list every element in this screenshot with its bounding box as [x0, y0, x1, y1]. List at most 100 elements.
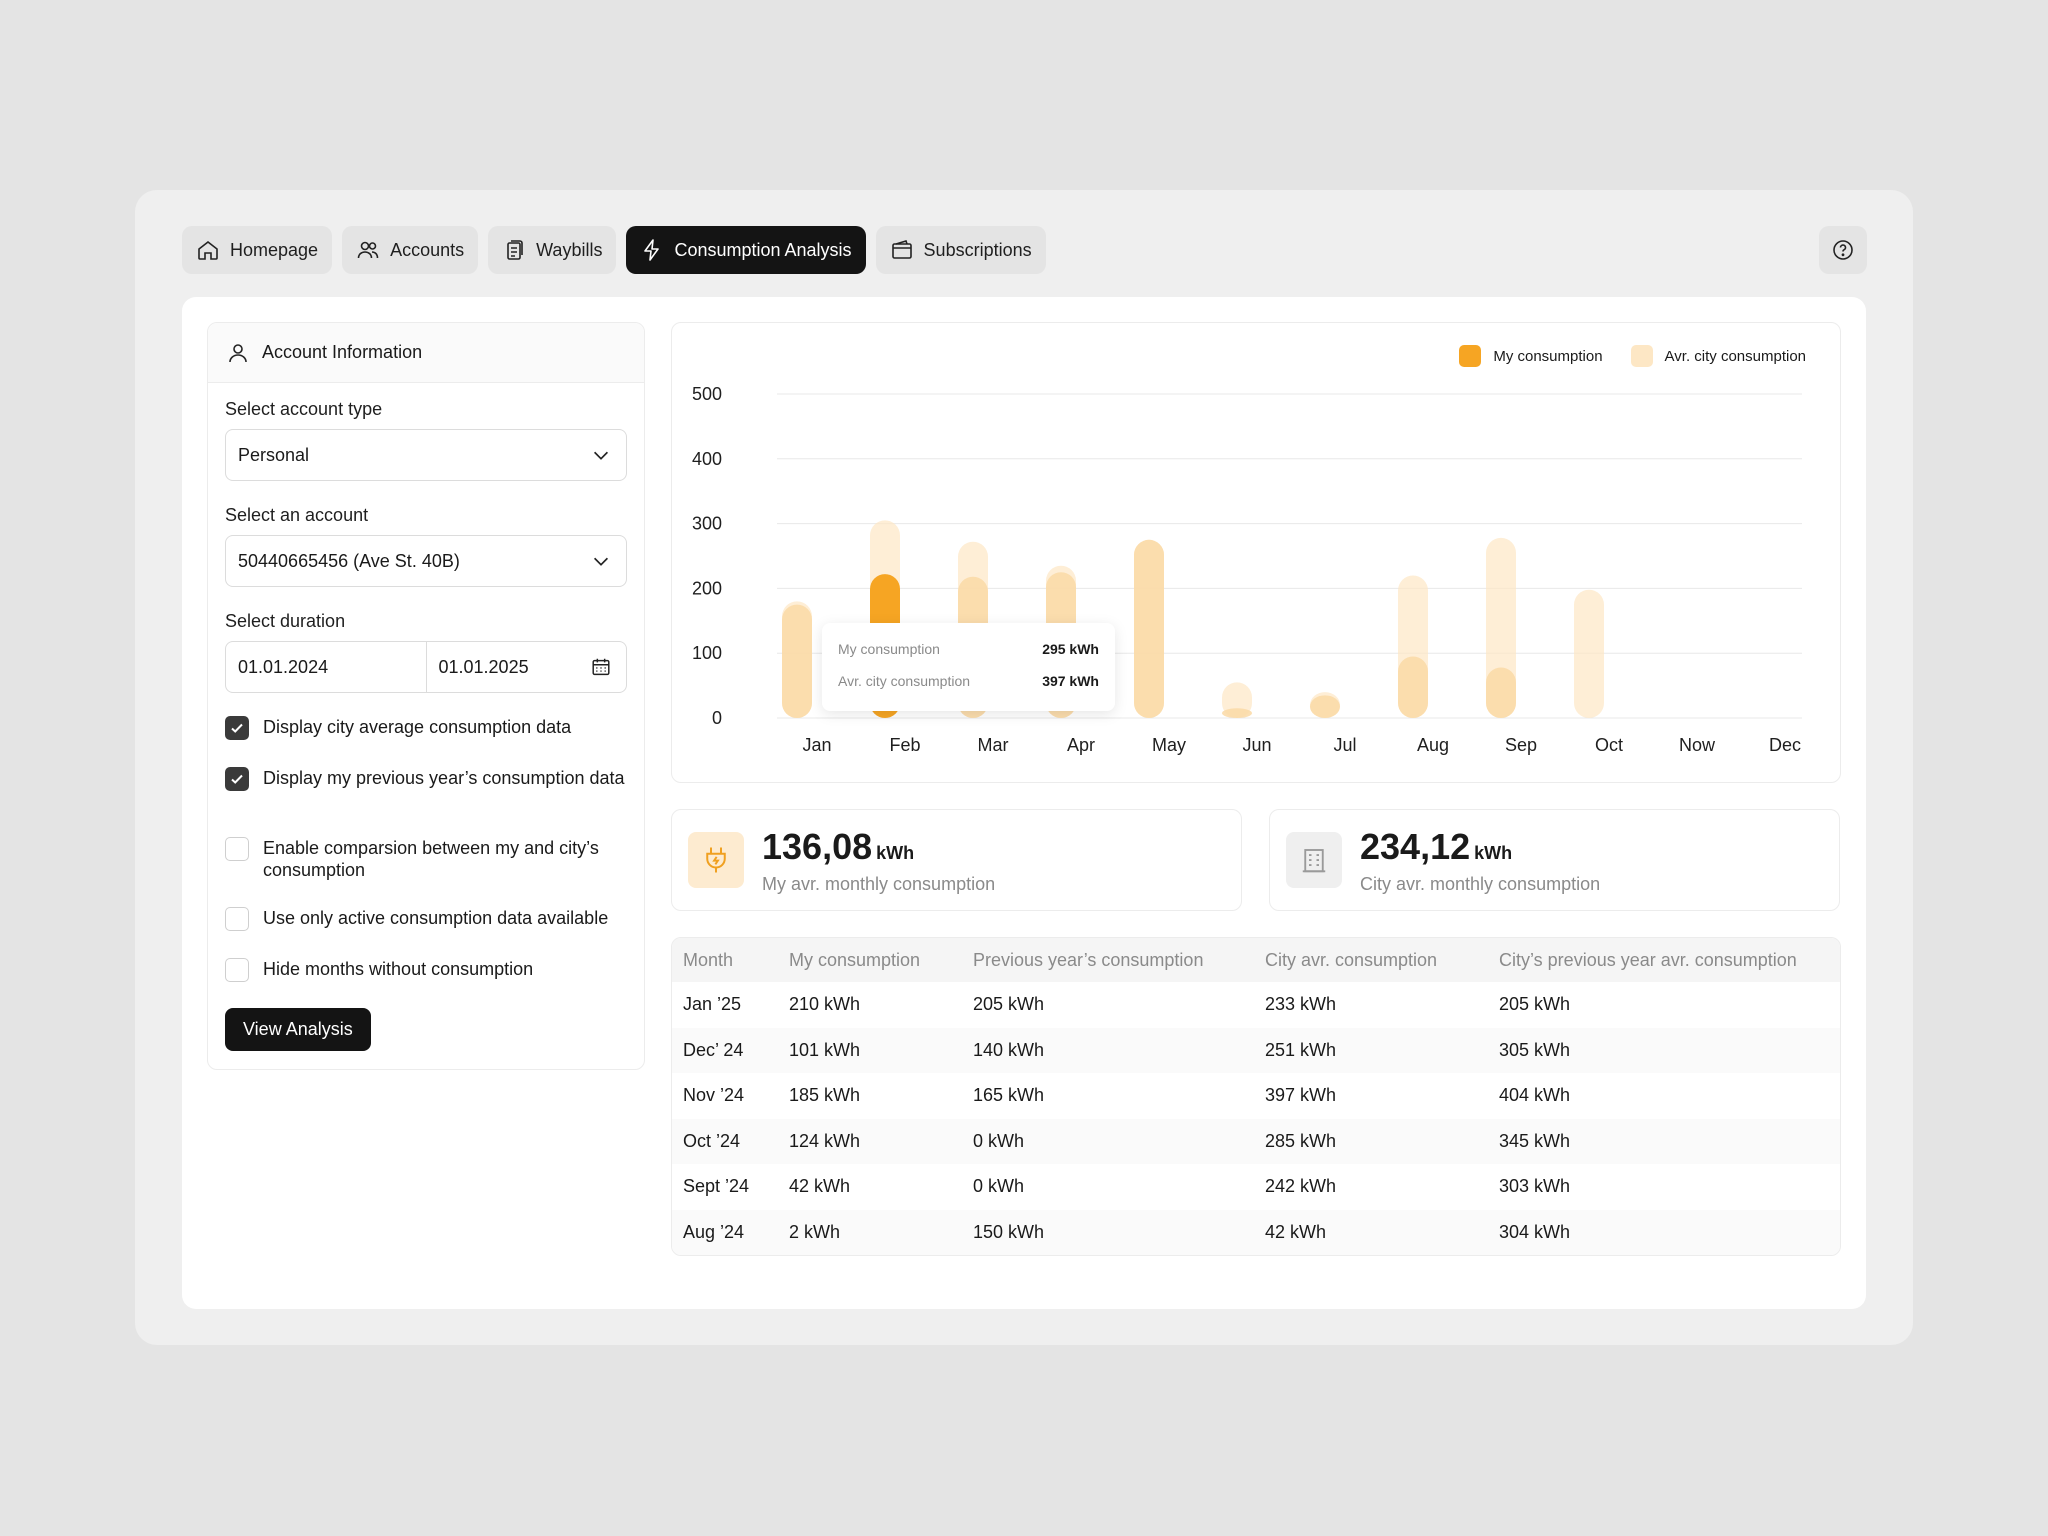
tab-subscriptions[interactable]: Subscriptions — [875, 226, 1046, 274]
chevron-down-icon — [593, 451, 609, 460]
table-cell: 305 kWh — [1499, 1039, 1571, 1060]
option-city-average[interactable]: Display city average consumption data — [225, 716, 625, 740]
column-header[interactable]: My consumption — [789, 949, 921, 970]
account-type-label: Select account type — [225, 399, 383, 419]
date-to-value: 01.01.2025 — [438, 656, 529, 677]
document-icon — [507, 240, 523, 260]
checkbox-checked[interactable] — [225, 716, 249, 740]
tooltip-row: My consumption 295 kWh — [838, 633, 1099, 665]
table-cell: 0 kWh — [973, 1176, 1025, 1197]
tab-label: Consumption Analysis — [674, 239, 852, 260]
chart-plot: 0 100 200 300 400 500 Jan Feb Mar Apr May Jun Jul Aug… — [692, 384, 1802, 755]
stat-unit: kWh — [876, 843, 915, 863]
view-analysis-button[interactable]: View Analysis — [225, 1008, 371, 1051]
tab-label: Waybills — [536, 239, 603, 260]
y-tick-label: 100 — [692, 643, 722, 663]
stat-unit: kWh — [1474, 843, 1513, 863]
stat-label: City avr. monthly consumption — [1360, 874, 1601, 894]
tooltip-label: My consumption — [838, 641, 940, 657]
checkbox-checked[interactable] — [225, 767, 249, 791]
check-icon — [231, 723, 243, 733]
x-tick-label: Jul — [1333, 735, 1356, 755]
x-tick-label: Apr — [1067, 735, 1095, 755]
bar-mine — [1222, 708, 1252, 718]
option-hide-empty-months[interactable]: Hide months without consumption — [225, 958, 625, 982]
tab-label: Homepage — [230, 239, 319, 260]
x-tick-label: Aug — [1417, 735, 1449, 755]
account-select[interactable]: 50440665456 (Ave St. 40B) — [225, 535, 627, 587]
x-tick-label: Sep — [1505, 735, 1537, 755]
x-tick-label: Jun — [1242, 735, 1271, 755]
stat-value: 234,12 kWh — [1360, 826, 1512, 868]
select-value: 50440665456 (Ave St. 40B) — [238, 550, 460, 571]
legend-swatch-city — [1630, 345, 1653, 367]
chart-legend: My consumption Avr. city consumption — [1459, 345, 1806, 367]
option-label: Use only active consumption data availab… — [263, 908, 609, 928]
chart-tooltip: My consumption 295 kWh Avr. city consump… — [822, 623, 1115, 711]
x-tick-label: Oct — [1595, 735, 1623, 755]
column-header[interactable]: City avr. consumption — [1265, 949, 1438, 970]
main-panel: Account Information Select account type … — [182, 297, 1866, 1309]
tooltip-value: 397 kWh — [1042, 673, 1099, 689]
account-label: Select an account — [225, 505, 369, 525]
date-from-input[interactable]: 01.01.2024 — [226, 642, 426, 692]
x-tick-label: Dec — [1769, 735, 1801, 755]
wallet-icon — [891, 240, 912, 259]
help-button[interactable] — [1819, 226, 1867, 274]
legend-label: My consumption — [1493, 347, 1603, 365]
stat-number: 136,08 — [762, 826, 873, 867]
bar-mine — [1310, 695, 1340, 718]
table-cell: Nov ’24 — [683, 1085, 745, 1106]
stat-label: My avr. monthly consumption — [762, 874, 996, 894]
option-label: Enable comparsion between my and city’s … — [263, 838, 599, 880]
user-icon — [229, 343, 247, 362]
calendar-icon[interactable] — [590, 656, 612, 678]
legend-city-consumption[interactable]: Avr. city consumption — [1630, 345, 1806, 367]
table-row: Aug ’24 2 kWh 150 kWh 42 kWh 304 kWh — [672, 1209, 1840, 1255]
checkbox-unchecked[interactable] — [225, 958, 249, 982]
tab-label: Subscriptions — [923, 239, 1032, 260]
table-row: Jan ’25 210 kWh 205 kWh 233 kWh 205 kWh — [672, 982, 1840, 1028]
card-title: Account Information — [262, 342, 423, 362]
table-cell: 233 kWh — [1265, 994, 1337, 1015]
option-active-only[interactable]: Use only active consumption data availab… — [225, 907, 625, 931]
legend-label: Avr. city consumption — [1664, 347, 1806, 365]
stat-number: 234,12 — [1360, 826, 1471, 867]
table-cell: 205 kWh — [1499, 994, 1571, 1015]
table-cell: Oct ’24 — [683, 1130, 741, 1151]
duration-label: Select duration — [225, 611, 346, 631]
legend-my-consumption[interactable]: My consumption — [1459, 345, 1603, 367]
tooltip-label: Avr. city consumption — [838, 673, 971, 689]
bar-city — [1574, 589, 1604, 718]
tab-label: Accounts — [390, 239, 465, 260]
table-cell: Dec’ 24 — [683, 1039, 744, 1060]
lightning-icon — [644, 239, 660, 261]
option-label: Display city average consumption data — [263, 717, 572, 737]
table-cell: 303 kWh — [1499, 1176, 1571, 1197]
account-type-select[interactable]: Personal — [225, 429, 627, 481]
date-to-input[interactable]: 01.01.2025 — [425, 642, 627, 692]
table-row: Sept ’24 42 kWh 0 kWh 242 kWh 303 kWh — [672, 1164, 1840, 1210]
tooltip-row: Avr. city consumption 397 kWh — [838, 665, 1099, 697]
option-previous-year[interactable]: Display my previous year’s consumption d… — [225, 767, 625, 791]
checkbox-unchecked[interactable] — [225, 907, 249, 931]
bar-mine — [1398, 656, 1428, 718]
table-cell: 251 kWh — [1265, 1039, 1337, 1060]
tab-waybills[interactable]: Waybills — [488, 226, 617, 274]
bar-mine — [782, 604, 812, 718]
app-window: Homepage Accounts Waybills Consumption A… — [135, 190, 1913, 1345]
table-cell: 304 kWh — [1499, 1221, 1571, 1242]
tab-homepage[interactable]: Homepage — [182, 226, 333, 274]
tab-consumption-analysis[interactable]: Consumption Analysis — [626, 226, 866, 274]
tooltip-value: 295 kWh — [1042, 641, 1099, 657]
column-header[interactable]: Previous year’s consumption — [973, 949, 1204, 970]
consumption-chart: My consumption Avr. city consumption 0 10… — [671, 322, 1841, 783]
option-enable-comparison[interactable]: Enable comparsion between my and city’s … — [225, 837, 625, 881]
option-label: Display my previous year’s consumption d… — [263, 768, 625, 788]
top-nav: Homepage Accounts Waybills Consumption A… — [182, 226, 1046, 274]
tab-accounts[interactable]: Accounts — [342, 226, 479, 274]
checkbox-unchecked[interactable] — [225, 837, 249, 861]
chevron-down-icon — [593, 557, 609, 566]
column-header[interactable]: Month — [683, 949, 734, 970]
column-header[interactable]: City’s previous year avr. consumption — [1499, 949, 1797, 970]
